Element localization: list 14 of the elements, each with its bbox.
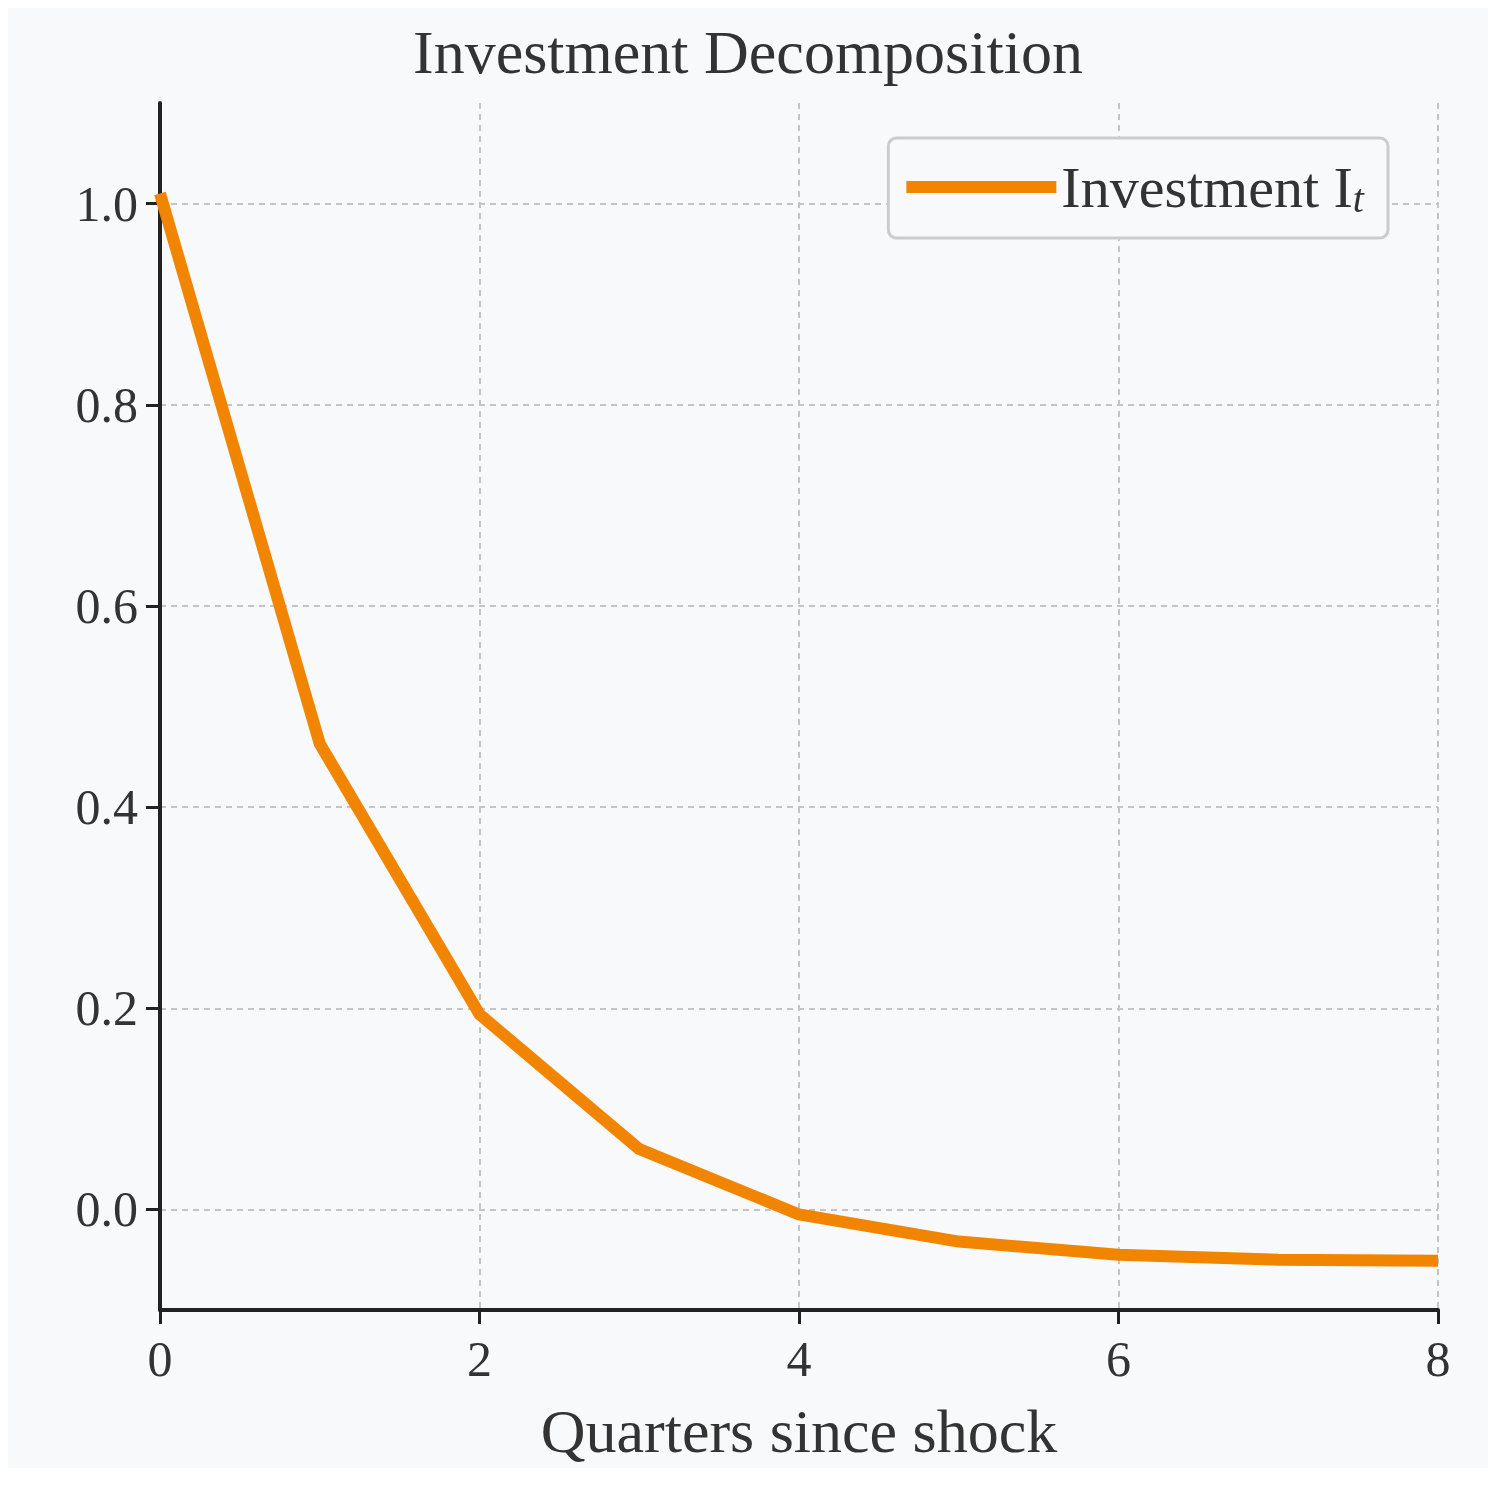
y-tick-label: 0.0 bbox=[75, 1181, 138, 1238]
x-tick-label: 4 bbox=[786, 1331, 812, 1387]
x-tick-label: 2 bbox=[467, 1331, 492, 1387]
y-tick-label: 0.4 bbox=[75, 779, 138, 836]
legend-label: Investment It bbox=[1061, 154, 1365, 221]
x-tick-label: 6 bbox=[1106, 1331, 1131, 1387]
y-tick-label: 1.0 bbox=[75, 175, 138, 232]
x-axis-title: Quarters since shock bbox=[540, 1397, 1058, 1465]
x-tick-label: 8 bbox=[1425, 1331, 1451, 1387]
x-tick-label: 0 bbox=[147, 1331, 173, 1387]
y-tick-label: 0.8 bbox=[75, 376, 138, 433]
chart-title: Investment Decomposition bbox=[413, 18, 1083, 86]
y-tick-label: 0.2 bbox=[75, 980, 138, 1037]
y-tick-label: 0.6 bbox=[75, 577, 138, 634]
